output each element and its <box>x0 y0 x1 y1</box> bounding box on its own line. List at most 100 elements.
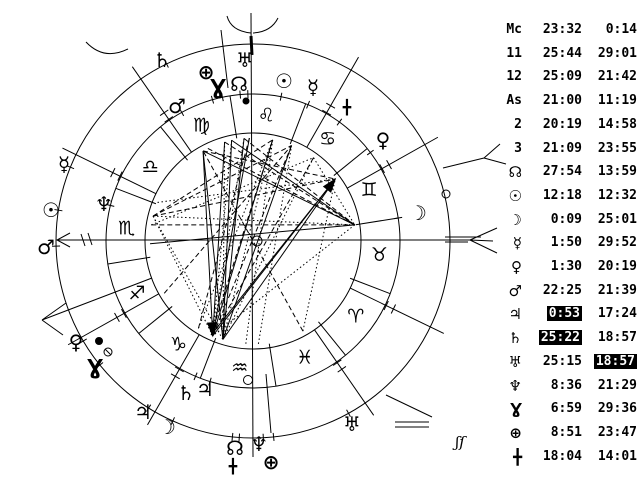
table-row-ascendant: As 21:00 11:19 <box>499 92 637 110</box>
aspect-line-dotted <box>151 157 314 226</box>
mars-glyph-outer: ♂ <box>37 235 55 259</box>
cusp-hatch <box>332 359 342 366</box>
cusp-hatch <box>170 373 180 380</box>
position-col1: 27:54 <box>542 164 582 180</box>
table-row-north-node: ☊ 27:54 13:59 <box>499 163 637 181</box>
position-col1: 21:09 <box>542 140 582 156</box>
object-label: Mc <box>506 22 522 37</box>
axis-hatch <box>80 233 86 247</box>
ascendant-arrowhead <box>55 232 71 248</box>
position-col2: 18:57 <box>597 330 637 346</box>
fortune-icon: ⊕ <box>509 423 522 442</box>
moon-glyph-outer: ☽ <box>158 415 176 439</box>
sign-boundary <box>107 256 151 265</box>
position-col1: 0:09 <box>550 211 582 227</box>
position-col1: 25:22 <box>522 329 582 347</box>
position-col2: 29:52 <box>597 235 637 251</box>
chart2-ic-line <box>265 373 272 434</box>
cusp-hatch <box>390 304 397 314</box>
sign-gemini: ♊ <box>360 179 377 201</box>
position-col2: 17:24 <box>597 306 637 322</box>
position-col1: 25:44 <box>542 45 582 61</box>
table-row-house-2: 2 20:19 14:58 <box>499 116 637 134</box>
position-col2: 21:42 <box>597 69 637 85</box>
mercury-tick-inner <box>306 100 311 109</box>
saturn-glyph-inner: ♄ <box>177 381 195 405</box>
fortune-glyph-inner: ⊕ <box>198 60 215 84</box>
aspect-line-dotted <box>153 215 355 226</box>
position-col2: 29:36 <box>597 401 637 417</box>
aspect-line-solid <box>149 224 355 245</box>
aspect-line-dotted <box>313 157 356 226</box>
sign-boundary <box>289 103 307 145</box>
table-row-sun: ☉ 12:18 12:32 <box>499 187 637 205</box>
position-col1: 1:30 <box>550 259 582 274</box>
sun-glyph-outer: ☉ <box>42 198 60 222</box>
object-label: 2 <box>514 116 522 132</box>
aspect-line-solid <box>212 139 274 336</box>
position-col1: 23:32 <box>542 22 582 37</box>
aspect-line-dotted <box>212 138 245 336</box>
aspect-line-dotted <box>257 145 293 344</box>
mc-axis <box>250 12 254 458</box>
uranus-glyph-inner: ♅ <box>236 48 254 72</box>
aspect-line-dashed <box>152 139 273 217</box>
sign-libra: ♎ <box>142 156 159 178</box>
uranus-tick-outer <box>346 409 351 418</box>
aspect-line-dashed <box>152 178 336 217</box>
house-cusp-line <box>67 293 160 346</box>
table-row-venus: ♀ 1:30 20:19 <box>499 258 637 276</box>
circle-x-marker <box>103 347 113 357</box>
position-col2: 12:32 <box>597 187 637 203</box>
cusp-hatch <box>159 109 169 117</box>
aspect-line-dotted <box>152 215 214 337</box>
aspect-line-dotted <box>157 178 336 203</box>
venus-tick-inner <box>366 149 374 156</box>
position-col2: 14:01 <box>597 448 637 464</box>
sun-tick-outer <box>54 209 63 212</box>
sun-tick-inner <box>279 92 283 101</box>
pluto-icon: Ɣ <box>510 400 522 419</box>
position-col2: 20:19 <box>597 259 637 274</box>
venus-tick-outer <box>79 338 87 344</box>
neptune-glyph-outer: ♆ <box>250 432 268 456</box>
jupiter-glyph-inner: ♃ <box>196 377 214 401</box>
mercury-glyph-inner: ☿ <box>307 75 319 99</box>
house-cusp-line <box>131 66 192 153</box>
sign-boundary <box>349 277 391 295</box>
jupiter-tick-outer <box>146 404 152 412</box>
position-table: Mc 23:32 0:14 11 25:44 29:01 12 25:09 21:42 As 21:… <box>499 0 640 480</box>
fortune-tick-outer <box>272 432 275 441</box>
axis-hatch <box>87 232 93 246</box>
highlighted-value: 0:53 <box>546 306 582 322</box>
aspect-line-dotted <box>222 141 226 340</box>
aspect-line-solid <box>222 140 233 340</box>
sign-boundary <box>355 217 399 226</box>
axes <box>55 12 498 458</box>
sun-glyph-inner: ☉ <box>275 69 293 93</box>
chart2-mc-line <box>220 29 229 89</box>
pluto-tick-outer <box>96 362 104 368</box>
position-col2: 25:01 <box>597 211 637 227</box>
sign-aries: ♈ <box>347 305 364 327</box>
sign-boundary <box>268 343 277 387</box>
sign-boundaries <box>107 95 399 387</box>
outer-planet-glyphs: ♄☿☉♂♀Ɣ♃☽☊╋♆⊕♅ <box>37 48 361 475</box>
sign-cancer: ♋ <box>319 128 336 150</box>
position-col1: 6:59 <box>550 401 582 417</box>
jupiter-icon: ♃ <box>508 305 522 324</box>
planet-ticks <box>52 60 403 442</box>
position-col2: 23:47 <box>597 424 637 440</box>
position-col1: 1:50 <box>550 235 582 251</box>
descendant-fork <box>469 227 498 254</box>
table-row-midheaven: Mc 23:32 0:14 <box>499 21 637 39</box>
neptune-icon: ♆ <box>508 376 522 395</box>
jupiter-tick-inner <box>208 377 212 386</box>
pluto-glyph-inner: Ɣ <box>210 75 226 99</box>
table-row-mars: ♂ 22:25 21:39 <box>499 282 637 300</box>
sign-pisces: ♓ <box>296 347 313 369</box>
house-cusp-line <box>306 56 359 148</box>
moon-icon: ☽ <box>508 210 522 229</box>
position-col1: 21:00 <box>542 93 582 109</box>
cusp-hatch <box>379 163 385 174</box>
